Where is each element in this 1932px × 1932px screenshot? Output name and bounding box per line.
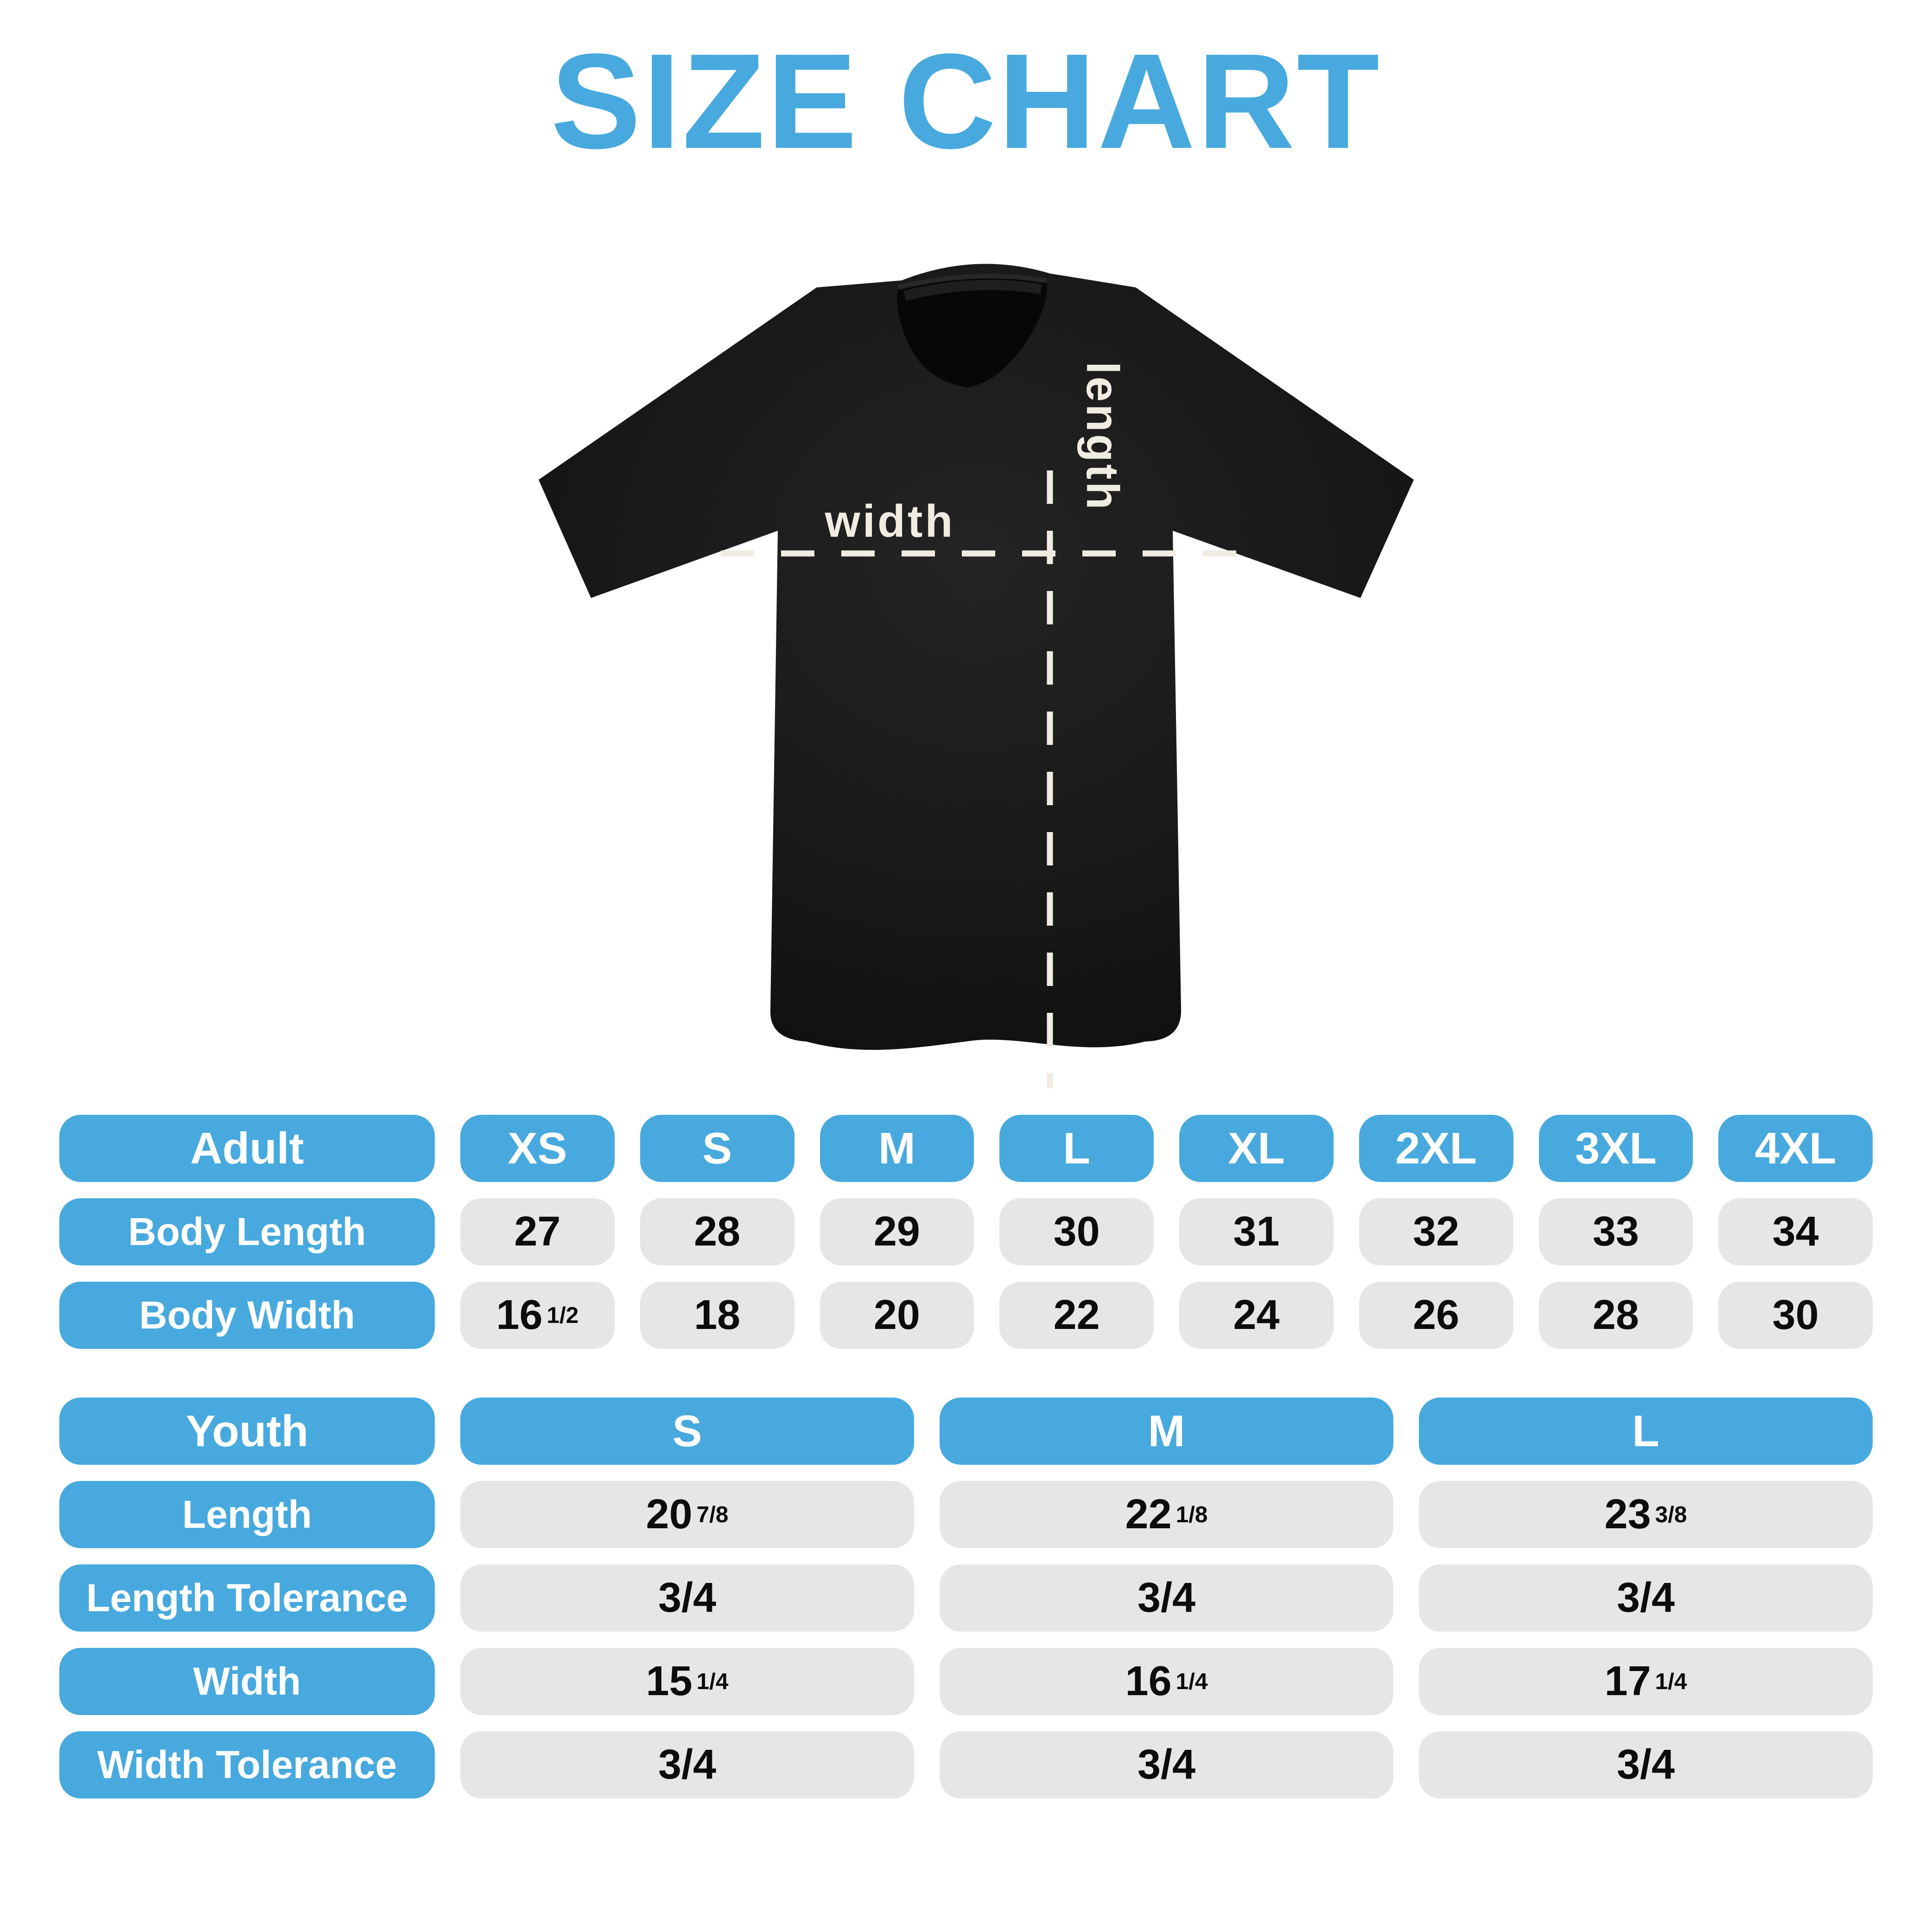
value-whole: 15 bbox=[646, 1658, 693, 1704]
value-fraction: 1/4 bbox=[1176, 1669, 1208, 1694]
value-fraction: 1/4 bbox=[696, 1669, 729, 1694]
adult-body-width-m: 20 bbox=[820, 1282, 974, 1349]
adult-header-m: M bbox=[820, 1115, 974, 1182]
youth-row-label-width: Width bbox=[59, 1648, 435, 1715]
adult-header-2xl: 2XL bbox=[1359, 1115, 1513, 1182]
youth-width-m: 16 1/4 bbox=[940, 1648, 1393, 1715]
adult-body-width-l: 22 bbox=[999, 1282, 1154, 1349]
adult-body-length-3xl: 33 bbox=[1538, 1198, 1693, 1265]
youth-width-s: 15 1/4 bbox=[460, 1648, 914, 1715]
value-fraction: 1/2 bbox=[547, 1303, 579, 1328]
adult-body-length-s: 28 bbox=[640, 1198, 794, 1265]
adult-body-length-m: 29 bbox=[820, 1198, 974, 1265]
value-whole: 16 bbox=[496, 1292, 543, 1338]
adult-header-adult: Adult bbox=[59, 1115, 435, 1182]
value-fraction: 7/8 bbox=[696, 1502, 729, 1527]
youth-width-tolerance-m: 3/4 bbox=[940, 1731, 1393, 1799]
value-whole: 20 bbox=[646, 1491, 693, 1538]
youth-width-l: 17 1/4 bbox=[1419, 1648, 1873, 1715]
page-title: SIZE CHART bbox=[551, 25, 1381, 177]
size-tables: Adult XS S M L XL 2XL 3XL 4XL Body Lengt… bbox=[59, 1115, 1873, 1799]
value-fraction: 3/8 bbox=[1655, 1502, 1687, 1527]
value-whole: 23 bbox=[1604, 1491, 1651, 1538]
length-label: length bbox=[1077, 362, 1128, 512]
youth-header-m: M bbox=[940, 1398, 1393, 1465]
adult-body-length-2xl: 32 bbox=[1359, 1198, 1513, 1265]
value-whole: 16 bbox=[1125, 1658, 1172, 1704]
value-whole: 17 bbox=[1604, 1658, 1651, 1704]
adult-body-width-xl: 24 bbox=[1179, 1282, 1334, 1349]
youth-length-l: 23 3/8 bbox=[1419, 1481, 1873, 1548]
tshirt-silhouette bbox=[539, 264, 1414, 1050]
shirt-svg: width length bbox=[539, 264, 1414, 1088]
youth-row-label-length-tolerance: Length Tolerance bbox=[59, 1564, 435, 1632]
adult-body-width-2xl: 26 bbox=[1359, 1282, 1513, 1349]
youth-header-l: L bbox=[1419, 1398, 1873, 1465]
adult-body-width-3xl: 28 bbox=[1538, 1282, 1693, 1349]
adult-body-length-l: 30 bbox=[999, 1198, 1154, 1265]
width-label: width bbox=[825, 496, 955, 547]
youth-header-youth: Youth bbox=[59, 1398, 435, 1465]
adult-header-4xl: 4XL bbox=[1718, 1115, 1873, 1182]
adult-body-length-xs: 27 bbox=[460, 1198, 615, 1265]
value-fraction: 1/8 bbox=[1176, 1502, 1208, 1527]
tshirt-collar-rim bbox=[897, 273, 1047, 290]
adult-header-xs: XS bbox=[460, 1115, 615, 1182]
adult-header-s: S bbox=[640, 1115, 794, 1182]
youth-length-tolerance-l: 3/4 bbox=[1419, 1564, 1873, 1632]
youth-length-tolerance-m: 3/4 bbox=[940, 1564, 1393, 1632]
adult-body-width-4xl: 30 bbox=[1718, 1282, 1873, 1349]
shirt-diagram: width length bbox=[510, 227, 1437, 1099]
youth-row-label-width-tolerance: Width Tolerance bbox=[59, 1731, 435, 1799]
adult-header-l: L bbox=[999, 1115, 1154, 1182]
adult-row-label-body-length: Body Length bbox=[59, 1198, 435, 1265]
adult-body-length-xl: 31 bbox=[1179, 1198, 1334, 1265]
youth-header-s: S bbox=[460, 1398, 914, 1465]
adult-body-width-s: 18 bbox=[640, 1282, 794, 1349]
youth-width-tolerance-l: 3/4 bbox=[1419, 1731, 1873, 1799]
tshirt-collar bbox=[897, 277, 1047, 388]
adult-body-length-4xl: 34 bbox=[1718, 1198, 1873, 1265]
value-whole: 22 bbox=[1125, 1491, 1172, 1538]
youth-length-m: 22 1/8 bbox=[940, 1481, 1393, 1548]
youth-row-label-length: Length bbox=[59, 1481, 435, 1548]
youth-width-tolerance-s: 3/4 bbox=[460, 1731, 914, 1799]
adult-body-width-xs: 16 1/2 bbox=[460, 1282, 615, 1349]
tshirt-collar-band bbox=[903, 280, 1042, 301]
value-fraction: 1/4 bbox=[1655, 1669, 1687, 1694]
adult-header-xl: XL bbox=[1179, 1115, 1334, 1182]
adult-table: Adult XS S M L XL 2XL 3XL 4XL Body Lengt… bbox=[59, 1115, 1873, 1349]
adult-header-3xl: 3XL bbox=[1538, 1115, 1693, 1182]
youth-length-s: 20 7/8 bbox=[460, 1481, 914, 1548]
adult-row-label-body-width: Body Width bbox=[59, 1282, 435, 1349]
youth-table: Youth S M L Length 20 7/8 22 1/8 23 3/8 Len… bbox=[59, 1398, 1873, 1799]
youth-length-tolerance-s: 3/4 bbox=[460, 1564, 914, 1632]
